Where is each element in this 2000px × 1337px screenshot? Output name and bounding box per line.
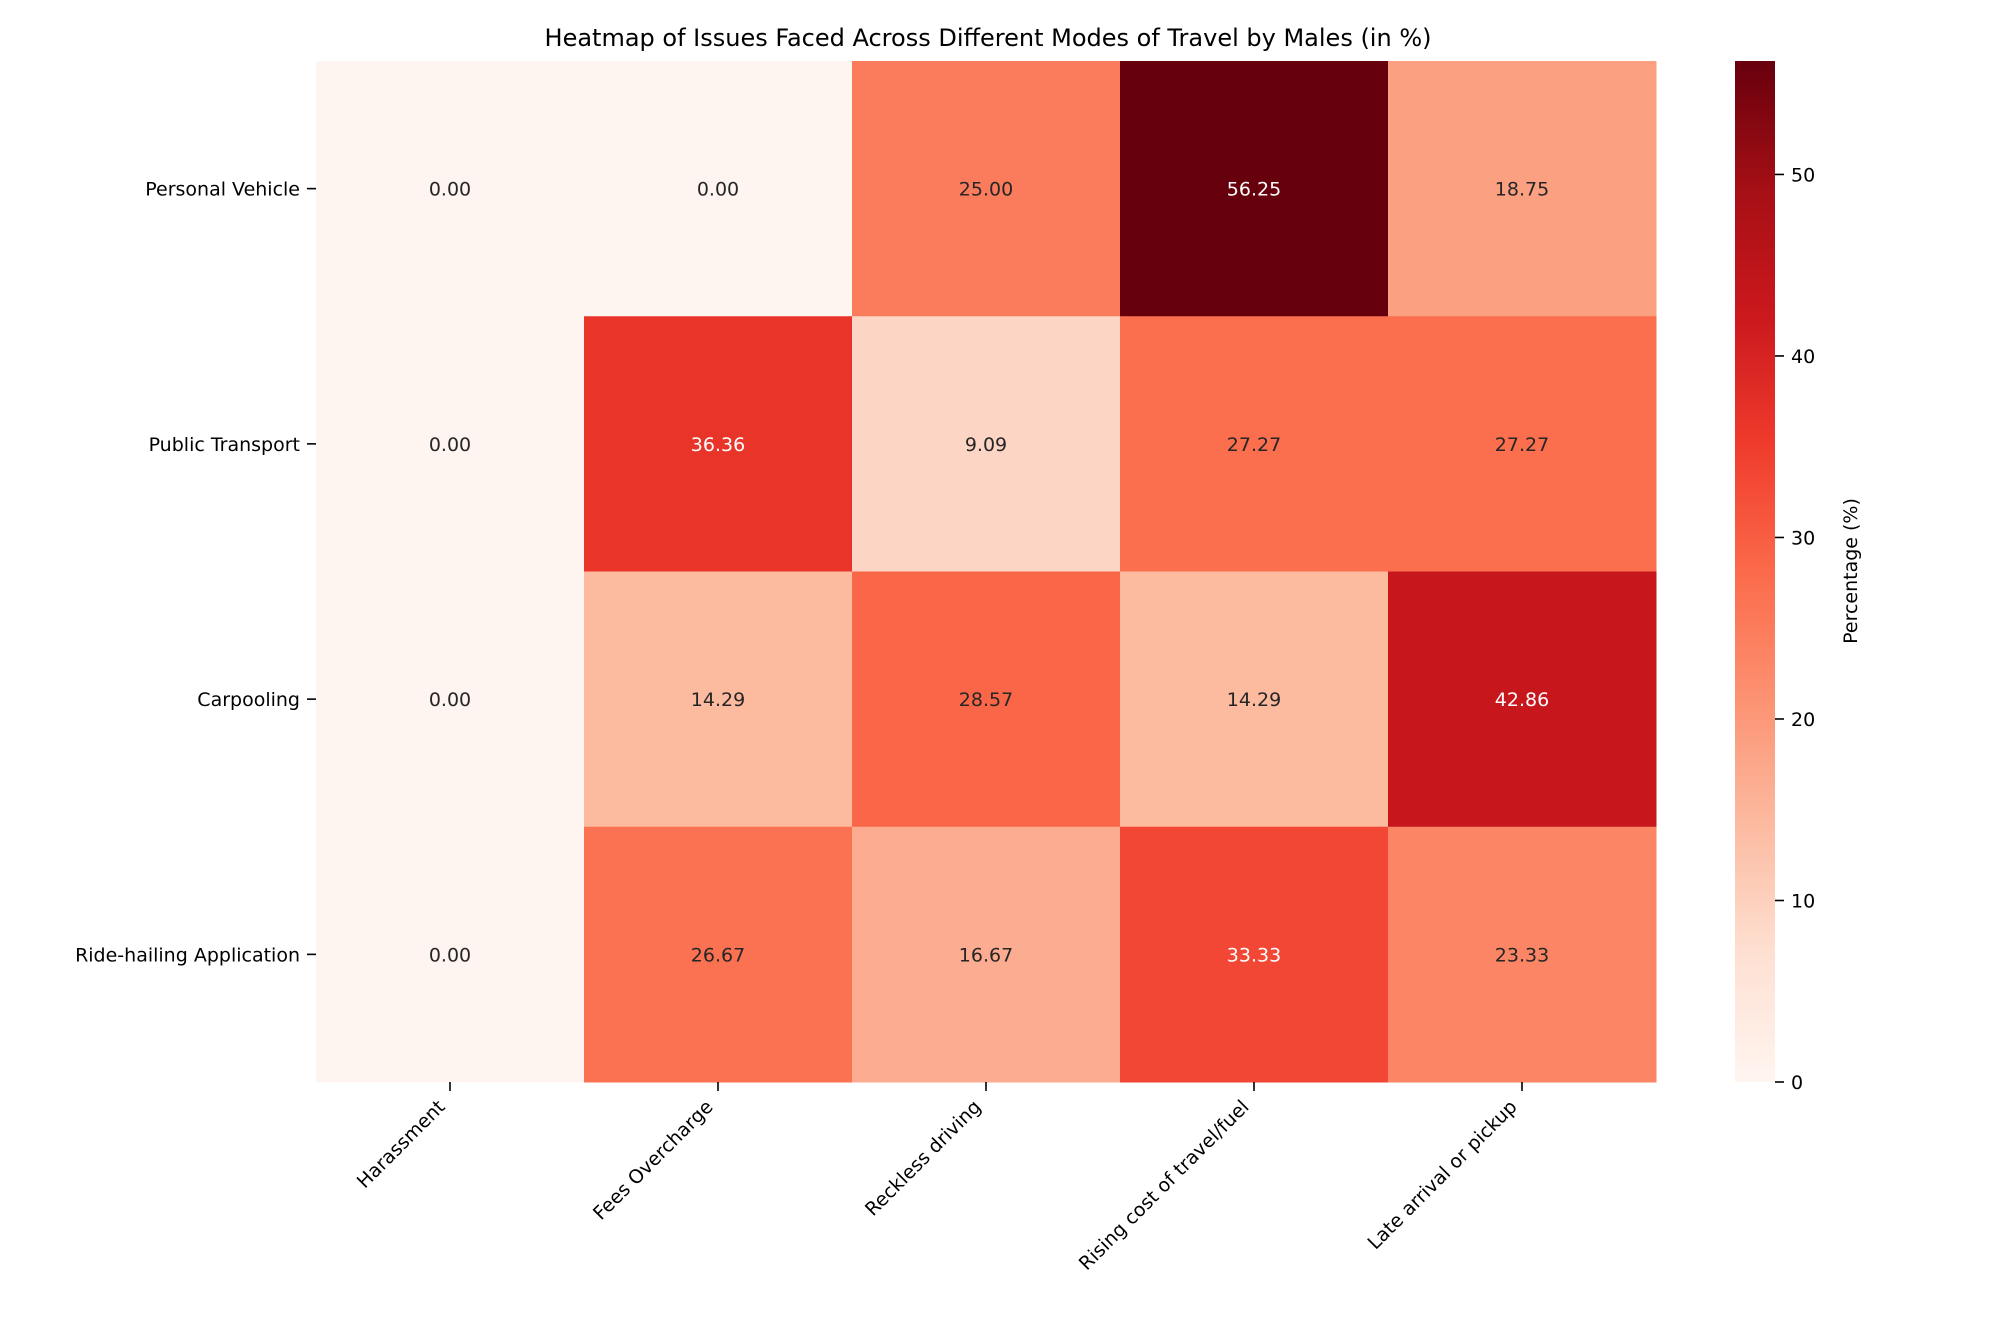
cell-value-label: 0.00 [429, 179, 471, 201]
colorbar-tick-label: 50 [1791, 164, 1815, 186]
cell-value-label: 18.75 [1495, 179, 1549, 201]
heatmap-cell [584, 571, 853, 828]
cell-value-label: 36.36 [691, 434, 745, 456]
y-tick-label: Carpooling [197, 689, 300, 711]
x-tick-label: Fees Overcharge [589, 1096, 718, 1225]
y-tick-label: Ride-hailing Application [75, 944, 300, 966]
colorbar-tick-label: 40 [1791, 346, 1815, 368]
cell-value-label: 0.00 [429, 944, 471, 966]
heatmap-cell [1120, 316, 1389, 572]
heatmap-annotations: 0.00 0.00 25.00 56.25 18.75 0.00 36.36 9.09 27.2… [429, 179, 1549, 967]
cell-value-label: 27.27 [1495, 434, 1549, 456]
cell-value-label: 27.27 [1227, 434, 1281, 456]
heatmap-cell [316, 316, 585, 572]
heatmap-cell [316, 61, 585, 317]
colorbar-ticks: 0 10 20 30 40 50 [1775, 164, 1815, 1094]
colorbar-tick-label: 0 [1791, 1072, 1803, 1094]
x-tick-label: Harassment [353, 1096, 450, 1193]
cell-value-label: 16.67 [959, 944, 1013, 966]
cell-value-label: 28.57 [959, 689, 1013, 711]
x-tick-label: Late arrival or pickup [1363, 1096, 1521, 1254]
heatmap-cells [316, 61, 1657, 1083]
cell-value-label: 0.00 [429, 689, 471, 711]
colorbar-tick-label: 20 [1791, 709, 1815, 731]
heatmap-cell [584, 316, 853, 572]
cell-value-label: 26.67 [691, 944, 745, 966]
heatmap-cell [316, 571, 585, 828]
cell-value-label: 14.29 [1227, 689, 1281, 711]
heatmap-cell [1388, 826, 1657, 1083]
y-axis: Personal Vehicle Public Transport Carpooli… [75, 179, 316, 966]
heatmap-cell [852, 316, 1121, 572]
cell-value-label: 0.00 [697, 179, 739, 201]
colorbar-label: Percentage (%) [1840, 498, 1862, 644]
chart-title: Heatmap of Issues Faced Across Different… [545, 24, 1432, 52]
heatmap-cell [584, 61, 853, 317]
heatmap-cell [852, 61, 1121, 317]
cell-value-label: 14.29 [691, 689, 745, 711]
heatmap-cell [852, 571, 1121, 828]
cell-value-label: 9.09 [965, 434, 1007, 456]
heatmap-cell [1388, 61, 1657, 317]
heatmap-cell [316, 826, 585, 1083]
cell-value-label: 33.33 [1227, 944, 1281, 966]
y-tick-label: Personal Vehicle [145, 179, 300, 201]
y-tick-label: Public Transport [149, 434, 300, 456]
heatmap-cell [584, 826, 853, 1083]
cell-value-label: 56.25 [1227, 179, 1281, 201]
heatmap-cell [1388, 571, 1657, 828]
heatmap-cell [1120, 826, 1389, 1083]
x-tick-label: Reckless driving [861, 1096, 986, 1221]
heatmap-cell [1120, 571, 1389, 828]
cell-value-label: 23.33 [1495, 944, 1549, 966]
x-tick-label: Rising cost of travel/fuel [1075, 1096, 1254, 1275]
x-axis: Harassment Fees Overcharge Reckless drivin… [353, 1082, 1523, 1275]
colorbar-gradient [1735, 61, 1775, 1082]
heatmap-cell [1120, 61, 1389, 317]
heatmap-cell [852, 826, 1121, 1083]
cell-value-label: 25.00 [959, 179, 1013, 201]
cell-value-label: 42.86 [1495, 689, 1549, 711]
colorbar: 0 10 20 30 40 50 Percentage (%) [1735, 61, 1862, 1094]
colorbar-tick-label: 10 [1791, 890, 1815, 912]
cell-value-label: 0.00 [429, 434, 471, 456]
colorbar-tick-label: 30 [1791, 527, 1815, 549]
heatmap-cell [1388, 316, 1657, 572]
